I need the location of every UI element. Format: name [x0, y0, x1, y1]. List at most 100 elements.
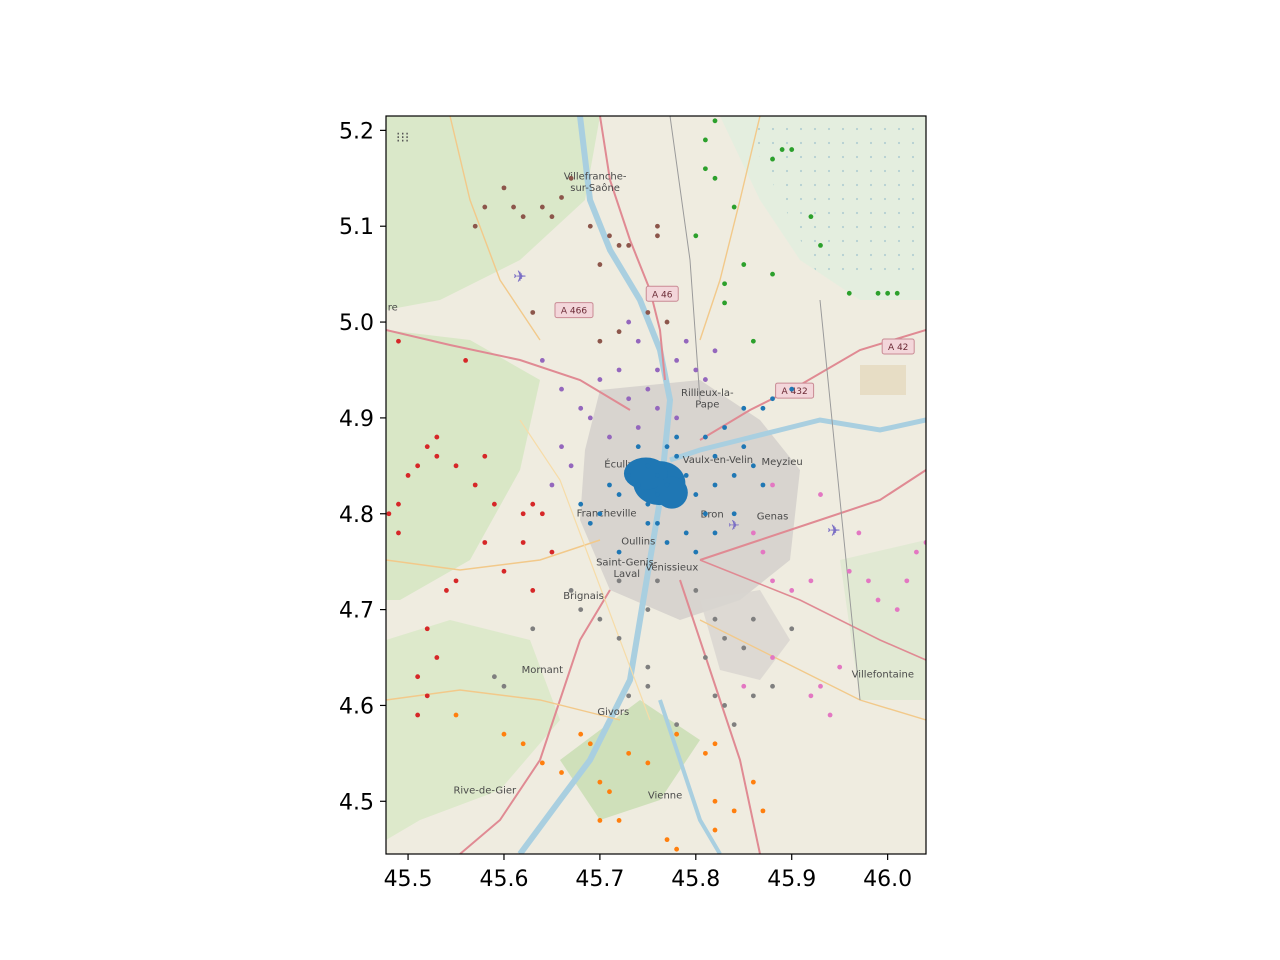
- scatter-point: [655, 473, 660, 478]
- scatter-point: [894, 607, 900, 612]
- map-label: Brignais: [563, 591, 604, 602]
- scatter-point: [731, 204, 737, 210]
- airport-icon: ✈: [827, 521, 840, 540]
- basemap: ✈ ✈ ✈ ⁝⁝⁝ Villefranche-sur-Saône Rillieux…: [386, 116, 926, 854]
- scatter-point: [664, 319, 670, 325]
- scatter-point: [712, 482, 718, 488]
- scatter-point: [482, 540, 488, 545]
- road-shield: [881, 338, 915, 355]
- scatter-point: [578, 501, 584, 507]
- scatter-point: [626, 396, 632, 402]
- scatter-point: [568, 463, 574, 469]
- scatter-point: [530, 626, 536, 632]
- scatter-point: [463, 358, 469, 363]
- scatter-point: [655, 578, 660, 584]
- x-tick-label: 46.0: [863, 867, 912, 892]
- scatter-point: [616, 492, 622, 497]
- scatter-point: [722, 281, 727, 287]
- scatter-point: [597, 109, 602, 114]
- y-tick-label: 5.1: [339, 215, 374, 240]
- x-tick-label: 45.6: [479, 867, 528, 892]
- scatter-point: [472, 482, 478, 488]
- y-tick-label: 5.0: [339, 311, 374, 336]
- scatter-point: [750, 693, 756, 699]
- scatter-point: [491, 501, 497, 507]
- scatter-point: [597, 377, 603, 382]
- y-tick-label: 4.7: [339, 599, 374, 624]
- map-label: Vénissieux: [645, 561, 698, 573]
- scatter-point: [664, 444, 670, 450]
- scatter-point: [645, 683, 651, 689]
- scatter-point: [655, 233, 660, 239]
- scatter-point: [645, 501, 651, 507]
- scatter-point: [674, 453, 680, 459]
- scatter-point: [645, 463, 651, 469]
- scatter-point: [866, 578, 871, 584]
- scatter-point: [635, 444, 641, 450]
- series-0-core-cluster: [623, 457, 688, 509]
- scatter-point: [539, 760, 545, 766]
- series-7: [491, 578, 795, 728]
- scatter-point: [655, 223, 660, 229]
- scatter-point: [722, 425, 727, 430]
- scatter-point: [818, 242, 823, 248]
- scatter-point: [674, 731, 680, 737]
- scatter-point: [712, 741, 718, 747]
- scatter-point: [607, 233, 612, 239]
- scatter-point: [559, 195, 564, 200]
- scatter-point: [626, 693, 632, 699]
- scatter-point: [789, 386, 795, 392]
- scatter-point: [626, 750, 632, 756]
- scatter-point: [789, 147, 795, 152]
- scatter-point: [520, 511, 526, 517]
- scatter-point: [674, 415, 680, 421]
- road-shield: [775, 382, 815, 399]
- scatter-point: [655, 367, 660, 373]
- scatter-point: [770, 578, 775, 584]
- map-label: Mornant: [522, 665, 563, 676]
- scatter-point: [597, 511, 603, 517]
- scatter-point: [779, 147, 785, 152]
- map-label: Meyzieu: [762, 457, 803, 468]
- scatter-point: [396, 501, 401, 507]
- map-label: Saint-Genis-: [596, 558, 658, 569]
- scatter-point: [501, 683, 507, 689]
- map-label: Vienne: [648, 790, 682, 801]
- scatter-point: [635, 425, 641, 430]
- scatter-point: [655, 520, 660, 526]
- scatter-point: [568, 588, 574, 593]
- scatter-point: [741, 262, 747, 267]
- scatter-point: [511, 204, 516, 210]
- x-tick-label: 45.9: [767, 867, 816, 892]
- map-label: Pape: [695, 399, 719, 410]
- scatter-point: [405, 473, 411, 478]
- scatter-point: [885, 290, 891, 296]
- scatter-point: [424, 693, 430, 699]
- scatter-point: [750, 338, 756, 344]
- scatter-point: [664, 482, 670, 488]
- scatter-point: [415, 463, 421, 469]
- x-tick-label: 45.5: [384, 867, 433, 892]
- scatter-point: [846, 568, 852, 574]
- scatter-point: [587, 741, 593, 747]
- scatter-point: [635, 482, 641, 488]
- scatter-point: [722, 300, 727, 306]
- scatter-point: [434, 655, 440, 660]
- scatter-point: [616, 578, 622, 584]
- grid-icon: ⁝⁝⁝: [396, 130, 409, 146]
- scatter-point: [434, 434, 440, 440]
- scatter-point: [655, 405, 660, 411]
- scatter-point: [597, 616, 603, 622]
- x-tick-label: 45.7: [575, 867, 624, 892]
- map-label: Villefontaine: [852, 670, 914, 681]
- road-shield-label: A 432: [781, 387, 807, 397]
- scatter-point: [702, 137, 708, 143]
- scatter-point: [760, 482, 766, 488]
- map-label: re: [388, 303, 398, 314]
- scatter-point: [616, 818, 622, 823]
- scatter-point: [712, 118, 718, 124]
- series-1: [453, 712, 766, 852]
- scatter-point: [501, 731, 507, 737]
- scatter-point: [731, 511, 737, 517]
